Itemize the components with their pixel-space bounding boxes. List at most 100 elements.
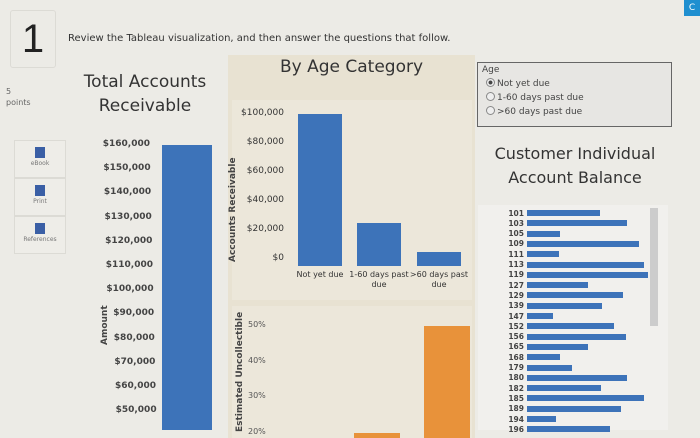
customer-id: 127: [508, 280, 524, 290]
age-category-title: By Age Category: [279, 57, 424, 77]
customer-balance-bar: [527, 302, 602, 309]
sidebar-ebook[interactable]: eBook: [14, 140, 66, 178]
age-filter-title: Age: [482, 65, 500, 75]
ar-tick-label: $80,000: [246, 137, 284, 147]
age-option-2[interactable]: >60 days past due: [482, 105, 671, 119]
ar-bar: [357, 222, 401, 266]
customer-id: 119: [508, 270, 524, 280]
customer-row: 194: [478, 415, 556, 424]
customer-row: 103: [478, 218, 628, 228]
customer-id: 113: [508, 260, 524, 269]
customer-id: 129: [508, 290, 524, 300]
uncollectible-tick-label: 30%: [248, 391, 266, 400]
age-option-1[interactable]: 1-60 days past due: [482, 91, 671, 105]
total-ar-bar: [162, 145, 212, 430]
points-value: 5: [6, 87, 12, 96]
y-tick-label: $130,000: [104, 211, 152, 222]
book-icon: [35, 147, 45, 158]
customer-row: 109: [478, 239, 640, 249]
total-ar-title: Total Accounts Receivable: [83, 72, 207, 116]
customer-id: 196: [508, 424, 524, 434]
y-tick-label: $50,000: [115, 405, 157, 416]
customer-id: 105: [508, 229, 524, 239]
customer-id: 185: [508, 393, 524, 403]
customer-row: 113: [478, 260, 644, 269]
customer-row: 168: [478, 352, 560, 362]
customer-id: 168: [508, 352, 524, 362]
radio-icon[interactable]: [486, 106, 495, 115]
customer-row: 182: [478, 383, 601, 393]
ar-tick-label: $0: [272, 253, 284, 263]
uncollectible-tick-label: 50%: [248, 320, 266, 329]
sidebar-print[interactable]: Print: [14, 178, 66, 216]
scrollbar[interactable]: [650, 208, 658, 326]
customer-row: 127: [478, 280, 588, 290]
customer-balance-bar: [527, 220, 628, 227]
customer-balance-bar: [527, 251, 559, 258]
customer-balance-bar: [527, 282, 588, 289]
references-icon: [35, 223, 45, 234]
uncollectible-axis-label: Estimated Uncollectible: [235, 311, 245, 432]
age-filter: Age Not yet due 1-60 days past due >60 day…: [477, 62, 672, 127]
age-option-0[interactable]: Not yet due: [482, 77, 671, 91]
customer-id: 189: [508, 404, 524, 414]
customer-row: 185: [478, 393, 644, 403]
question-prompt: Review the Tableau visualization, and th…: [68, 33, 451, 44]
customer-id: 101: [508, 208, 524, 218]
customer-row: 179: [478, 363, 573, 372]
ar-bar: [298, 113, 342, 266]
ar-tick-label: $100,000: [241, 108, 284, 118]
customer-balance-bar: [527, 333, 626, 340]
uncollectible-tick-label: 40%: [248, 355, 266, 365]
age-option-label: 1-60 days past due: [497, 93, 584, 103]
customer-row: 119: [478, 270, 648, 280]
customer-id: 180: [508, 373, 524, 383]
ar-by-age-chart: [232, 100, 472, 300]
printer-icon: [35, 185, 45, 196]
sidebar-references[interactable]: References: [14, 216, 66, 254]
customer-id: 165: [508, 342, 524, 352]
customer-id: 139: [508, 301, 524, 311]
customer-row: 129: [478, 290, 623, 300]
radio-icon[interactable]: [486, 78, 495, 87]
y-tick-label: $60,000: [115, 381, 156, 391]
question-number: 1: [10, 10, 56, 68]
ar-tick-label: $60,000: [246, 166, 284, 176]
customer-balance-bar: [527, 210, 600, 216]
customer-id: 109: [508, 239, 524, 249]
customer-id: 147: [508, 311, 524, 321]
y-tick-label: $120,000: [105, 235, 153, 246]
customer-id: 182: [508, 383, 524, 393]
ar-bar: [417, 251, 461, 266]
customer-balance-title: Customer Individual Account Balance: [494, 144, 656, 187]
y-tick-label: $110,000: [105, 260, 153, 270]
customer-id: 156: [508, 332, 524, 342]
customer-row: 101: [478, 208, 600, 218]
customer-balance-bar: [527, 354, 560, 361]
customer-id: 152: [508, 321, 524, 331]
customer-id: 179: [508, 363, 524, 372]
customer-balance-bar: [527, 343, 588, 350]
customer-balance-bar: [527, 261, 644, 268]
ar-tick-label: $40,000: [246, 195, 284, 205]
customer-row: 165: [478, 342, 588, 352]
category-label: 1-60 days past due: [349, 270, 409, 289]
y-tick-label: $140,000: [103, 187, 152, 198]
uncollectible-bar: [424, 326, 470, 438]
uncollectible-bar: [354, 432, 400, 438]
ar-tick-label: $20,000: [246, 224, 284, 234]
sidebar-label: eBook: [30, 160, 50, 167]
sidebar-label: References: [23, 236, 57, 243]
customer-balance-bar: [527, 374, 628, 381]
sidebar-label: Print: [33, 198, 47, 205]
customer-row: 111: [478, 250, 559, 259]
customer-id: 103: [508, 218, 524, 228]
customer-balance-bar: [527, 313, 554, 319]
corner-button[interactable]: C: [684, 0, 700, 16]
radio-icon[interactable]: [486, 92, 495, 101]
customer-row: 180: [478, 373, 628, 383]
y-tick-label: $80,000: [113, 332, 155, 343]
customer-balance-bar: [527, 405, 621, 412]
customer-balance-bar: [527, 426, 610, 433]
y-tick-label: $90,000: [113, 308, 155, 319]
